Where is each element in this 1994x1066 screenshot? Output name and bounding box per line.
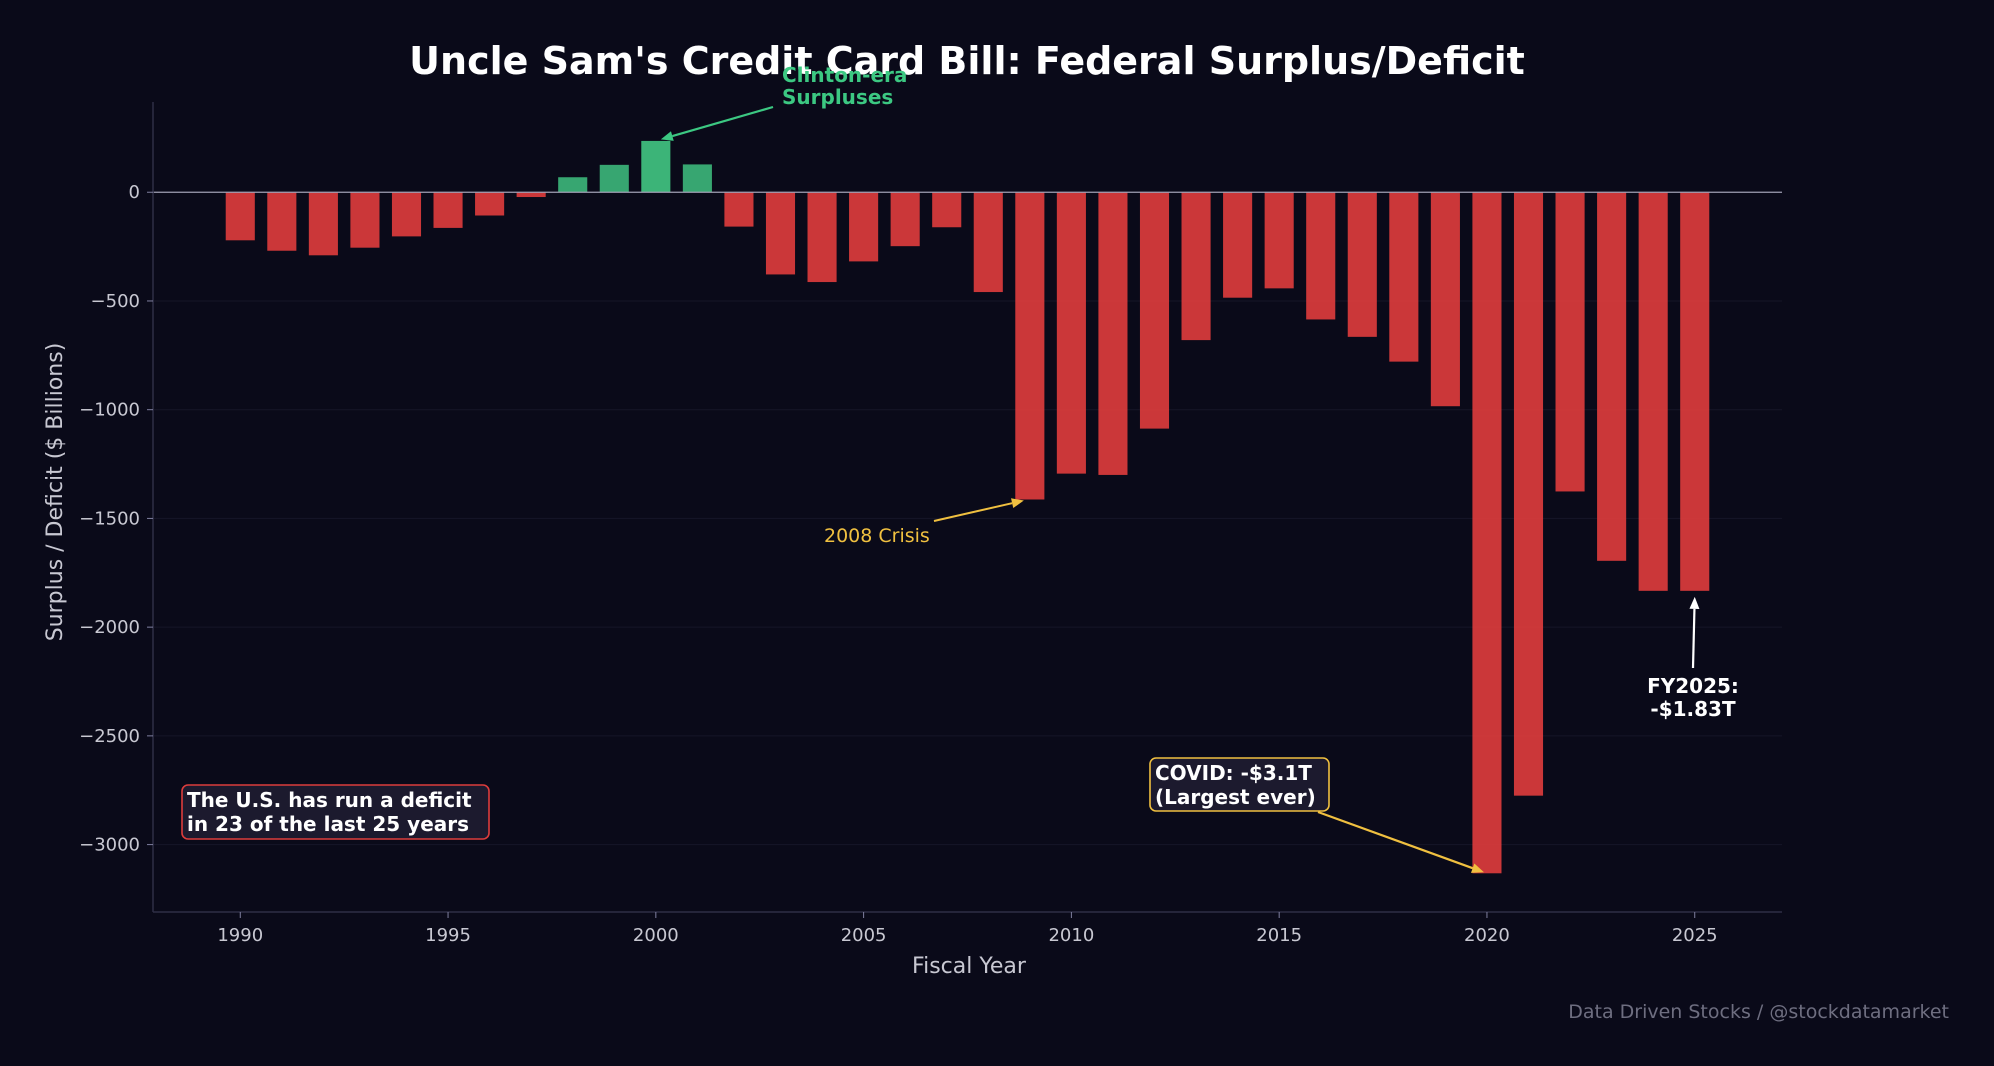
- covid-arrow: [1317, 810, 1474, 870]
- bar-2024: [1638, 192, 1668, 591]
- deficit-note-line-2: in 23 of the last 25 years: [187, 812, 469, 836]
- clinton-annotation: Clinton-era Surpluses: [660, 63, 907, 141]
- bars: [225, 140, 1710, 874]
- fy2025-label-line-1: FY2025:: [1647, 674, 1739, 698]
- crisis-arrow-head: [1011, 498, 1024, 509]
- covid-arrow-head: [1470, 863, 1484, 873]
- bar-2004: [807, 192, 837, 283]
- bar-1994: [391, 192, 422, 237]
- x-axis-label: Fiscal Year: [912, 954, 1027, 979]
- bar-2009: [1015, 192, 1045, 500]
- bar-1998: [558, 177, 588, 193]
- bar-2014: [1223, 192, 1253, 298]
- bar-2022: [1555, 192, 1585, 492]
- clinton-label-line-1: Clinton-era: [782, 63, 907, 87]
- x-tick-label: 2020: [1464, 925, 1510, 946]
- y-tick-label: −500: [91, 291, 140, 312]
- bar-2000: [641, 140, 671, 193]
- x-tick-label: 2005: [841, 925, 887, 946]
- credit-text: Data Driven Stocks / @stockdatamarket: [1568, 1001, 1949, 1023]
- bar-2013: [1181, 192, 1211, 341]
- fy2025-arrow-head: [1689, 596, 1700, 609]
- bar-1995: [433, 192, 463, 228]
- bar-1992: [308, 192, 338, 256]
- bar-2005: [849, 192, 879, 262]
- bar-2016: [1306, 192, 1336, 320]
- bar-2020: [1472, 192, 1502, 874]
- axes: [152, 102, 1782, 913]
- bar-2001: [682, 164, 712, 193]
- fy2025-label-line-2: -$1.83T: [1650, 697, 1736, 721]
- grid-lines: [153, 300, 1782, 846]
- y-tick-label: −3000: [79, 835, 140, 856]
- y-tick-label: −1500: [79, 508, 140, 529]
- bar-2015: [1264, 192, 1294, 289]
- deficit-note-box: [181, 784, 490, 840]
- deficit-note-line-1: The U.S. has run a deficit: [187, 788, 472, 812]
- x-tick-label: 2010: [1048, 925, 1094, 946]
- bar-1990: [225, 192, 255, 241]
- y-tick-label: −1000: [79, 400, 140, 421]
- clinton-arrow-head: [660, 131, 674, 141]
- x-tick-label: 2025: [1672, 925, 1718, 946]
- bar-2008: [973, 192, 1003, 293]
- bar-2012: [1139, 192, 1170, 429]
- bar-1999: [599, 164, 629, 193]
- fy2025-annotation: FY2025: -$1.83T: [1647, 596, 1739, 721]
- bar-1996: [475, 192, 505, 216]
- x-tick-label: 2015: [1256, 925, 1302, 946]
- crisis-label: 2008 Crisis: [824, 525, 930, 547]
- covid-box: [1149, 757, 1330, 812]
- clinton-label-line-2: Surpluses: [782, 85, 893, 109]
- bar-2017: [1347, 192, 1377, 337]
- bar-2010: [1056, 192, 1086, 474]
- bar-2007: [932, 192, 962, 228]
- crisis-arrow: [933, 502, 1013, 522]
- y-tick-label: −2500: [79, 726, 140, 747]
- covid-label-line-1: COVID: -$3.1T: [1155, 761, 1312, 785]
- bar-2011: [1098, 192, 1128, 475]
- fy2025-arrow: [1691, 608, 1696, 669]
- bar-1993: [350, 192, 380, 248]
- chart-title: Uncle Sam's Credit Card Bill: Federal Su…: [409, 39, 1525, 83]
- clinton-arrow: [672, 105, 774, 138]
- bar-2021: [1513, 192, 1544, 796]
- covid-annotation: COVID: -$3.1T (Largest ever): [1149, 757, 1484, 873]
- bar-2019: [1430, 192, 1460, 407]
- bar-2018: [1389, 192, 1419, 362]
- y-tick-label: −2000: [79, 617, 140, 638]
- x-tick-label: 1990: [217, 925, 263, 946]
- bar-2025: [1680, 192, 1710, 591]
- bar-2003: [765, 192, 796, 275]
- bar-1997: [516, 192, 546, 198]
- crisis-annotation: 2008 Crisis: [824, 498, 1024, 547]
- bar-2006: [890, 192, 920, 247]
- bar-2023: [1597, 192, 1627, 561]
- y-tick-label: 0: [129, 182, 140, 203]
- deficit-note: The U.S. has run a deficit in 23 of the …: [181, 784, 490, 840]
- x-tick-label: 2000: [633, 925, 679, 946]
- bar-1991: [267, 192, 297, 251]
- x-tick-label: 1995: [425, 925, 471, 946]
- y-axis-label: Surplus / Deficit ($ Billions): [43, 343, 68, 642]
- bar-2002: [724, 192, 754, 227]
- tick-labels: 1990 1995 2000 2005 2010 2015 2020 2025 0 −500 −10…: [79, 182, 1718, 946]
- covid-label-line-2: (Largest ever): [1155, 785, 1316, 809]
